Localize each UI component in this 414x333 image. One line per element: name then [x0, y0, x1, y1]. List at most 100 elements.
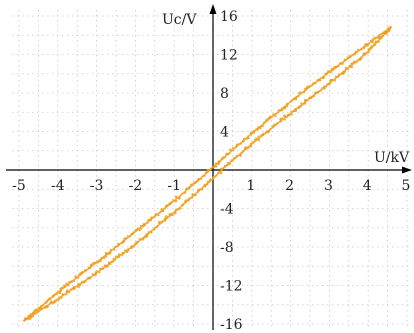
data-point-lower: [303, 102, 307, 105]
data-point-upper: [154, 213, 158, 216]
data-point-upper: [232, 149, 235, 152]
data-point-lower: [249, 142, 253, 145]
data-point-lower: [109, 263, 112, 266]
data-point-upper: [334, 65, 338, 69]
y-tick-label: 12: [220, 48, 238, 64]
data-point-lower: [187, 197, 190, 200]
data-point-upper: [45, 300, 49, 303]
data-point-lower: [95, 272, 98, 275]
data-point-upper: [302, 90, 306, 94]
data-point-upper: [242, 140, 245, 143]
data-point-upper: [106, 252, 109, 256]
data-point-upper: [272, 113, 275, 116]
data-point-lower: [117, 253, 121, 256]
data-point-lower: [247, 146, 250, 149]
data-point-lower: [135, 241, 138, 245]
data-point-lower: [351, 62, 354, 65]
data-point-upper: [160, 208, 163, 211]
data-point-lower: [146, 232, 149, 236]
data-point-upper: [136, 227, 139, 231]
data-point-lower: [354, 61, 357, 64]
x-tick-label: 4: [363, 178, 372, 194]
data-point-lower: [255, 137, 258, 141]
data-point-lower: [382, 34, 385, 37]
data-point-upper: [167, 203, 171, 206]
data-point-upper: [85, 269, 88, 272]
data-point-upper: [191, 183, 194, 186]
data-point-lower: [72, 286, 76, 289]
data-point-upper: [109, 248, 112, 252]
x-tick-label: 1: [246, 178, 255, 194]
data-point-lower: [22, 319, 26, 322]
data-point-upper: [188, 185, 191, 188]
data-point-lower: [337, 76, 340, 78]
data-point-upper: [312, 82, 315, 85]
data-point-upper: [94, 261, 97, 265]
data-point-upper: [304, 89, 307, 92]
data-point-lower: [112, 257, 115, 260]
data-point-lower: [290, 113, 294, 116]
data-point-lower: [377, 40, 380, 43]
data-point-lower: [54, 299, 57, 303]
data-point-lower: [350, 65, 353, 69]
data-point-lower: [312, 94, 316, 98]
x-tick-label: 5: [402, 178, 411, 194]
data-point-lower: [245, 146, 249, 150]
data-point-upper: [326, 70, 330, 73]
data-point-upper: [213, 166, 215, 169]
y-tick-label: -8: [220, 240, 234, 256]
data-point-lower: [153, 227, 156, 230]
data-point-upper: [147, 218, 150, 222]
data-point-lower: [61, 293, 65, 297]
data-point-upper: [179, 194, 182, 197]
data-point-upper: [201, 175, 204, 178]
data-point-upper: [247, 135, 250, 138]
data-point-upper: [218, 160, 221, 163]
data-point-lower: [369, 46, 373, 50]
data-point-lower: [84, 279, 87, 283]
data-point-lower: [261, 133, 265, 137]
data-point-lower: [165, 215, 168, 218]
data-point-upper: [277, 109, 280, 112]
data-point-lower: [338, 73, 341, 76]
data-point-upper: [322, 76, 325, 79]
data-point-upper: [331, 68, 335, 72]
data-point-lower: [226, 161, 229, 164]
data-point-lower: [314, 91, 317, 95]
data-point-upper: [89, 266, 92, 269]
data-point-lower: [158, 220, 161, 224]
data-point-upper: [150, 216, 153, 220]
x-tick-label: -3: [90, 178, 104, 194]
data-point-lower: [113, 258, 116, 261]
data-point-upper: [138, 229, 141, 232]
data-point-lower: [130, 245, 133, 248]
data-point-upper: [226, 153, 230, 156]
data-point-lower: [387, 29, 391, 33]
data-point-lower: [203, 183, 206, 187]
data-point-lower: [78, 283, 82, 287]
data-point-upper: [362, 46, 366, 50]
y-tick-label: -12: [220, 279, 243, 295]
data-point-lower: [173, 211, 177, 215]
data-point-lower: [23, 317, 27, 320]
data-point-lower: [170, 213, 174, 217]
data-point-upper: [99, 259, 103, 262]
data-point-lower: [182, 203, 184, 205]
data-point-upper: [371, 38, 374, 41]
data-point-lower: [268, 129, 271, 133]
data-point-lower: [239, 154, 242, 158]
data-point-upper: [100, 256, 104, 260]
data-point-upper: [380, 33, 383, 36]
data-point-upper: [285, 102, 289, 106]
data-point-upper: [228, 152, 231, 155]
data-point-lower: [346, 67, 349, 70]
data-point-upper: [66, 284, 70, 287]
data-point-upper: [128, 235, 132, 238]
data-point-upper: [373, 36, 376, 39]
data-point-upper: [132, 231, 135, 234]
data-point-upper: [210, 167, 213, 170]
data-point-lower: [279, 117, 282, 121]
data-point-upper: [245, 137, 249, 140]
